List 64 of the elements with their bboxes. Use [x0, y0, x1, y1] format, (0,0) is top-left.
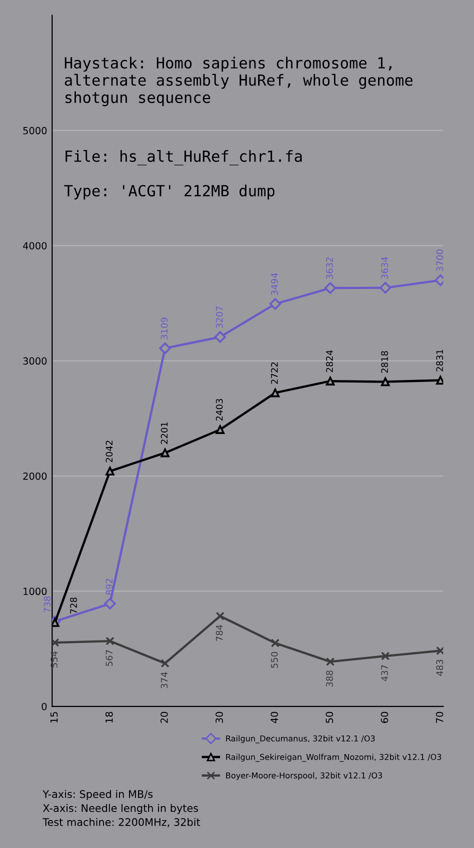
- data-label: 2722: [270, 362, 278, 384]
- data-label: 2201: [160, 422, 168, 444]
- data-label: 550: [270, 652, 278, 668]
- point: [324, 282, 336, 294]
- data-label: 738: [44, 596, 51, 612]
- y-tick-label: 3000: [23, 357, 47, 365]
- data-label: 728: [70, 598, 77, 614]
- x-tick-label: 40: [270, 712, 278, 724]
- point: [216, 425, 225, 434]
- x-tick-label: 18: [105, 712, 113, 723]
- data-label: 3632: [326, 258, 333, 280]
- data-label: 374: [160, 672, 168, 688]
- data-label: 2042: [106, 440, 113, 462]
- data-label: 437: [381, 665, 388, 682]
- point: [104, 598, 116, 610]
- data-label: 3494: [270, 273, 278, 295]
- text: Haystack: Homo sapiens chromosome 1, alternate assembly HuRef, whole genome shotgun sequence: [64, 56, 412, 106]
- data-label: 3207: [216, 306, 223, 328]
- data-label: 554: [50, 651, 58, 668]
- text: File: hs_alt_HuRef_chr1.fa: [66, 150, 302, 166]
- point: [380, 282, 392, 294]
- y-tick-label: 2000: [23, 472, 47, 480]
- data-label: 2824: [326, 350, 333, 372]
- data-label: 2831: [436, 350, 444, 372]
- data-label: 483: [436, 660, 444, 676]
- point: [269, 298, 282, 310]
- data-label: 2403: [216, 399, 223, 421]
- point: [160, 658, 170, 668]
- point: [106, 636, 114, 646]
- x-tick-label: 70: [436, 712, 444, 723]
- data-label: 784: [216, 624, 223, 641]
- legend-label: Boyer-Moore-Horspool, 32bit v12.1 /O3: [226, 772, 382, 780]
- x-tick-label: 20: [160, 712, 168, 723]
- x-tick-label: 15: [50, 712, 58, 723]
- x-tick-label: 50: [326, 712, 334, 723]
- y-tick-label: 1000: [24, 588, 47, 596]
- data-label: 3700: [436, 249, 444, 272]
- point: [160, 448, 170, 458]
- point: [270, 388, 280, 398]
- point: [326, 376, 335, 386]
- point: [326, 657, 335, 666]
- text: Y-axis: Speed in MB/s: [42, 790, 153, 800]
- data-label: 388: [326, 670, 333, 687]
- annotation: Type: 'ACGT' 212MB dump: [64, 184, 274, 200]
- data-label: 3109: [160, 318, 168, 340]
- point: [214, 331, 226, 343]
- point: [106, 466, 114, 476]
- y-tick-label: 4000: [23, 242, 47, 250]
- text: Test machine: 2200MHz, 32bit: [42, 818, 200, 828]
- text: X-axis: Needle length in bytes: [42, 804, 198, 814]
- point: [159, 342, 171, 354]
- legend-label: Railgun_Sekireigan_Wolfram_Nozomi, 32bit v12.1 /O3: [226, 754, 442, 762]
- data-label: 567: [106, 650, 113, 666]
- y-tick-label: 5000: [23, 126, 47, 134]
- x-tick-label: 30: [216, 712, 223, 723]
- point: [380, 652, 390, 660]
- legend-label: Railgun_Decumanus, 32bit v12.1 /O3: [226, 735, 375, 744]
- y-tick-label: 0: [42, 702, 47, 710]
- point: [216, 612, 225, 620]
- point: [270, 638, 280, 648]
- data-label: 2818: [381, 351, 388, 373]
- data-label: 3634: [381, 256, 388, 279]
- x-tick-label: 60: [380, 712, 388, 723]
- point: [380, 377, 390, 386]
